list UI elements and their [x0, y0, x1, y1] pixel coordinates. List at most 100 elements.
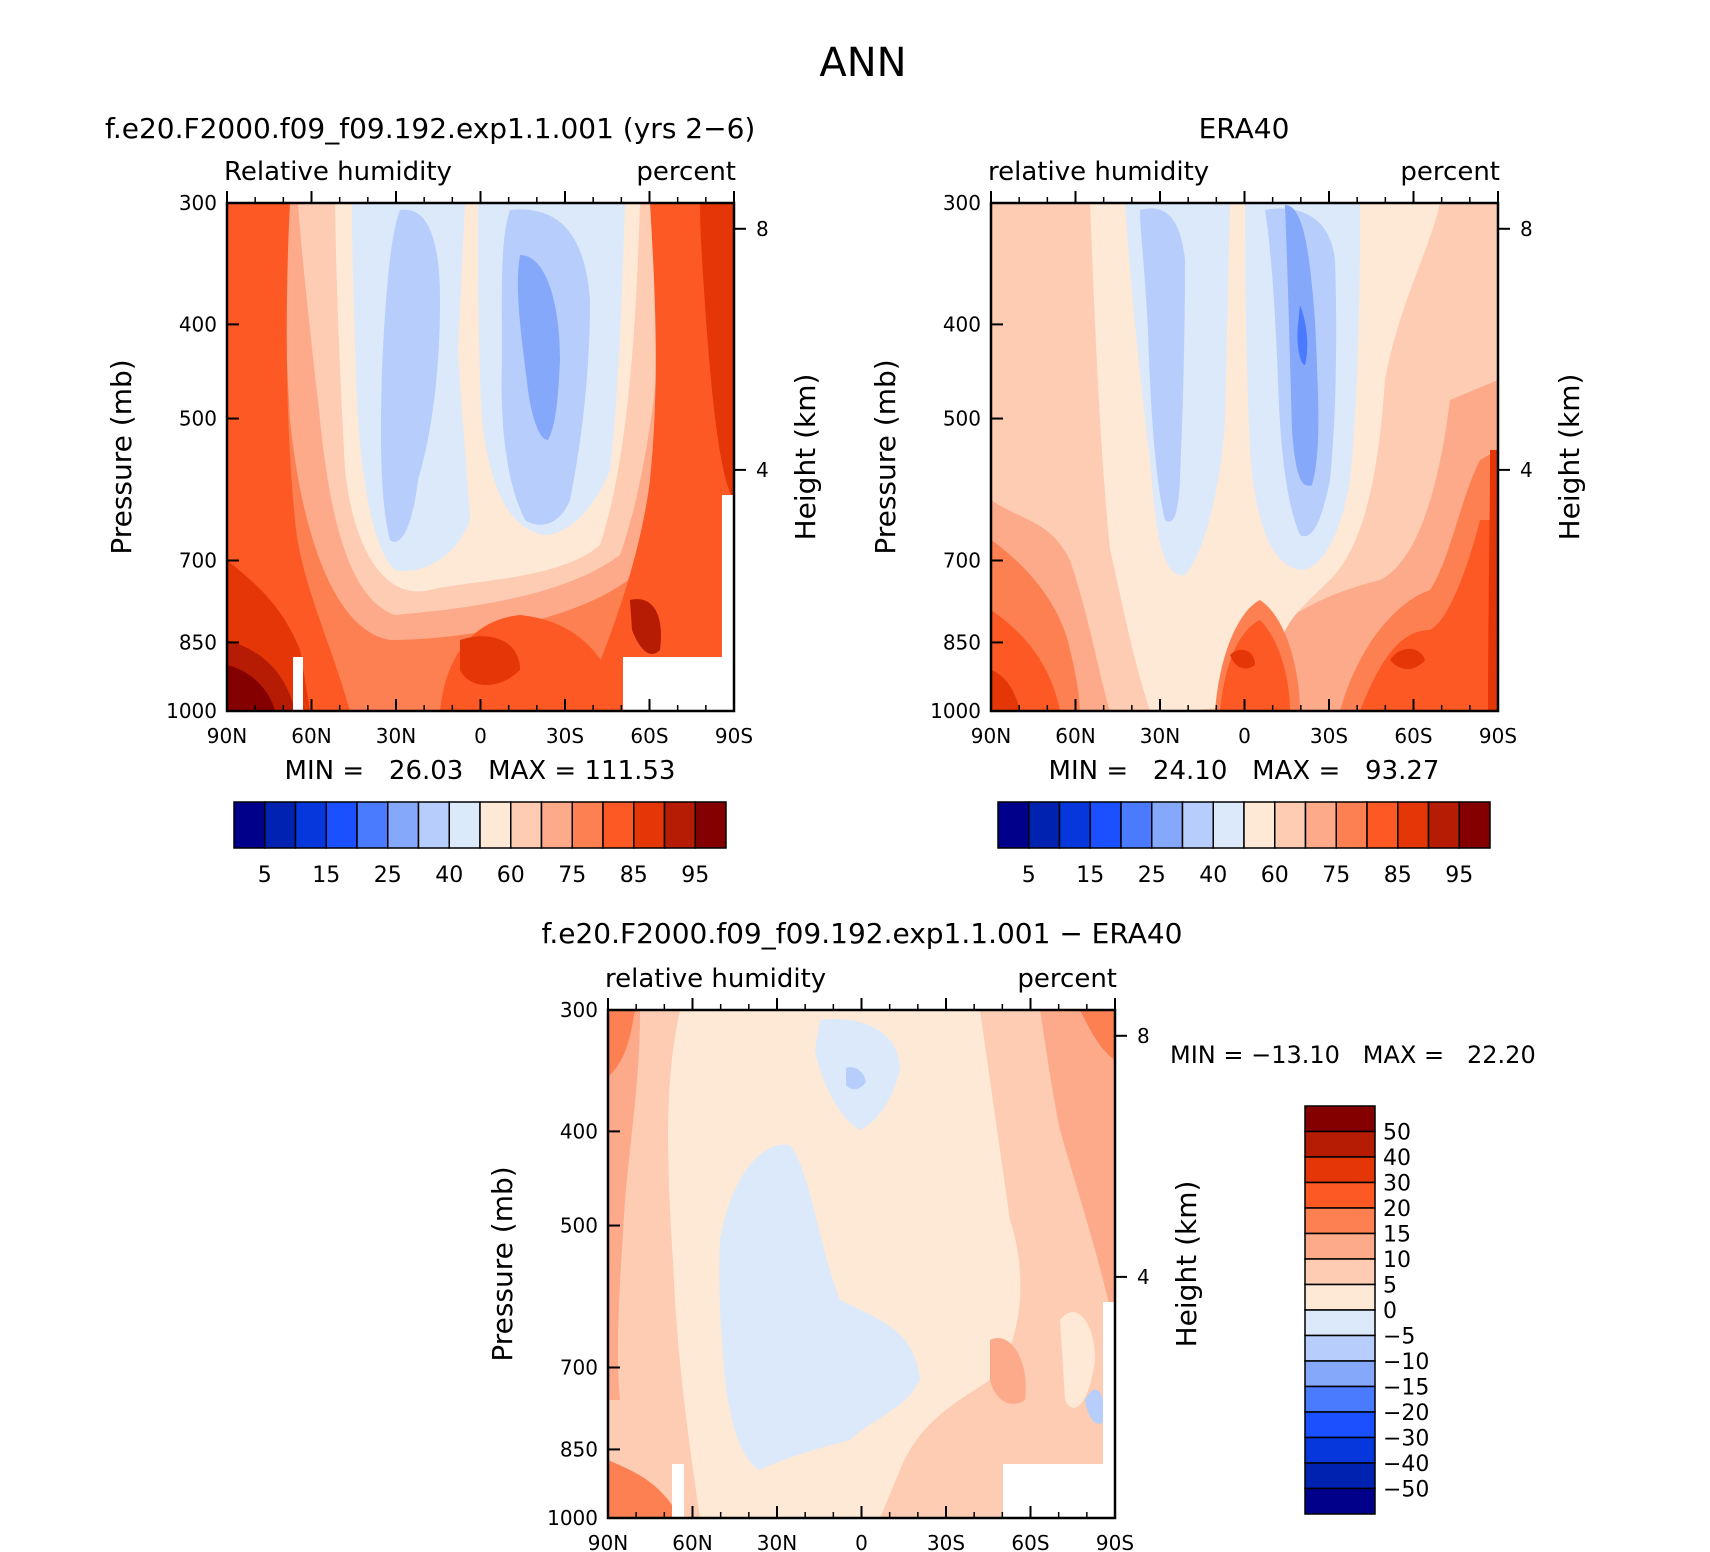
colorbar-cell — [1212, 801, 1245, 849]
colorbar-cell — [1304, 801, 1337, 849]
colorbar: 5 15 25 40 60 75 85 95 — [997, 801, 1491, 888]
mask-3 — [1103, 1302, 1115, 1464]
y-tick-label: 300 — [560, 998, 598, 1022]
axes: 90N 60N 30N 0 30S 60S 90S 300 400 500 700 850 1000 8 4 — [547, 998, 1150, 1552]
colorbar-label: 40 — [1383, 1146, 1411, 1171]
colorbar-label: 25 — [1138, 863, 1166, 888]
colorbar-cell — [1304, 1334, 1376, 1362]
colorbar-cell — [694, 801, 727, 849]
colorbar-cell — [1304, 1232, 1376, 1260]
band-21 — [1230, 649, 1255, 669]
panel-model: f.e20.F2000.f09_f09.192.exp1.1.001 (yrs … — [105, 112, 822, 888]
colorbar-cell — [448, 801, 481, 849]
y-tick-label: 300 — [943, 191, 981, 215]
x-tick-label: 60N — [1055, 724, 1095, 748]
band-24 — [1488, 450, 1498, 711]
band-16 — [1060, 1312, 1095, 1408]
y2-axis-label: Height (km) — [789, 374, 822, 541]
units-label: percent — [1400, 157, 1500, 187]
y2-tick-label: 8 — [1137, 1024, 1150, 1048]
y-tick-label: 500 — [179, 407, 217, 431]
mask-3 — [722, 495, 734, 657]
colorbar: 5 15 25 40 60 75 85 95 — [233, 801, 727, 888]
band-21 — [227, 665, 275, 711]
y2-axis-label: Height (km) — [1553, 374, 1586, 541]
colorbar-cell — [356, 801, 389, 849]
stats-label: MIN = 26.03 MAX = 111.53 — [285, 756, 676, 786]
x-tick-label: 60N — [291, 724, 331, 748]
colorbar-cell — [1304, 1130, 1376, 1158]
x-tick-label: 60N — [672, 1531, 712, 1552]
band-12 — [990, 1338, 1026, 1404]
colorbar-cell — [1120, 801, 1153, 849]
x-tick-label: 30N — [1140, 724, 1180, 748]
colorbar-cell — [1304, 1462, 1376, 1490]
colorbar-cell — [1181, 801, 1214, 849]
x-tick-label: 0 — [1238, 724, 1251, 748]
y-tick-label: 1000 — [547, 1506, 598, 1530]
band-14 — [227, 203, 350, 711]
colorbar-cell — [1304, 1411, 1376, 1439]
mask-2 — [293, 657, 303, 711]
x-tick-label: 60S — [630, 724, 668, 748]
colorbar-cell — [1304, 1360, 1376, 1388]
colorbar-cell — [1028, 801, 1061, 849]
colorbar-cell — [1058, 801, 1091, 849]
x-tick-label: 0 — [855, 1531, 868, 1552]
y-tick-label: 500 — [943, 407, 981, 431]
colorbar-cell — [1304, 1309, 1376, 1337]
colorbar-label: 85 — [1384, 863, 1412, 888]
colorbar-label: 60 — [497, 863, 525, 888]
y-tick-label: 700 — [943, 549, 981, 573]
y-tick-label: 1000 — [930, 699, 981, 723]
colorbar-cell — [997, 801, 1030, 849]
band-11 — [1040, 1010, 1115, 1330]
colorbar-cell — [1304, 1385, 1376, 1413]
band-23 — [991, 670, 1020, 711]
contour-field — [608, 1010, 1115, 1518]
y-tick-label: 300 — [179, 191, 217, 215]
variable-label: Relative humidity — [224, 157, 452, 187]
band-22 — [1390, 648, 1425, 669]
variable-label: relative humidity — [988, 157, 1209, 187]
colorbar-cell — [540, 801, 573, 849]
panel-title: f.e20.F2000.f09_f09.192.exp1.1.001 − ERA… — [542, 917, 1183, 950]
axes: 90N 60N 30N 0 30S 60S 90S 300 400 500 700 850 1000 8 4 — [166, 191, 769, 748]
y2-tick-label: 8 — [1520, 217, 1533, 241]
colorbar-cell — [479, 801, 512, 849]
colorbar-cell — [1304, 1436, 1376, 1464]
colorbar-label: 75 — [1322, 863, 1350, 888]
panel-difference: f.e20.F2000.f09_f09.192.exp1.1.001 − ERA… — [486, 917, 1536, 1552]
variable-label: relative humidity — [605, 964, 826, 994]
band-19 — [700, 203, 734, 500]
mask-1 — [623, 657, 734, 711]
colorbar-cell — [1304, 1283, 1376, 1311]
panel-title: f.e20.F2000.f09_f09.192.exp1.1.001 (yrs … — [105, 112, 755, 145]
colorbar-cell — [1089, 801, 1122, 849]
band-15 — [608, 1460, 680, 1518]
colorbar-label: 50 — [1383, 1121, 1411, 1146]
contour-field — [227, 203, 734, 711]
colorbar-label: 40 — [435, 863, 463, 888]
colorbar-label: −50 — [1383, 1478, 1429, 1503]
colorbar-cell — [294, 801, 327, 849]
mask-1 — [1003, 1464, 1115, 1518]
contour-field — [991, 203, 1498, 711]
x-tick-label: 30S — [546, 724, 584, 748]
x-tick-label: 90S — [1479, 724, 1517, 748]
y-tick-label: 400 — [943, 312, 981, 336]
mask-2 — [672, 1464, 684, 1518]
y-axis-label: Pressure (mb) — [105, 359, 138, 554]
colorbar-label: −10 — [1383, 1350, 1429, 1375]
colorbar-label: −5 — [1383, 1325, 1415, 1350]
colorbar-cell — [417, 801, 450, 849]
colorbar-label: 0 — [1383, 1299, 1397, 1324]
y-tick-label: 700 — [179, 549, 217, 573]
x-tick-label: 30S — [927, 1531, 965, 1552]
x-tick-label: 90S — [715, 724, 753, 748]
colorbar-cell — [1397, 801, 1430, 849]
colorbar-label: 30 — [1383, 1172, 1411, 1197]
y-tick-label: 400 — [179, 312, 217, 336]
colorbar-cell — [387, 801, 420, 849]
